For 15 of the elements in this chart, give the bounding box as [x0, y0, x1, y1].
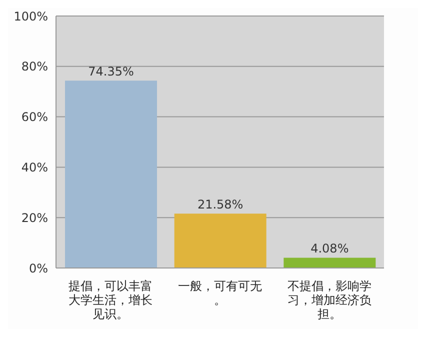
- bar: [284, 258, 376, 268]
- y-tick-label: 80%: [21, 60, 48, 74]
- y-tick-label: 20%: [21, 210, 48, 225]
- x-tick-label: 提倡，可以丰富大学生活，增长见识。: [68, 279, 153, 321]
- y-tick-label: 100%: [14, 9, 48, 24]
- data-label: 4.08%: [310, 242, 349, 256]
- bar: [174, 214, 266, 268]
- x-tick-label: 不提倡，影响学习，增加经济负担。: [287, 279, 372, 321]
- x-tick-label: 一般，可有可无。: [178, 279, 262, 307]
- data-label: 74.35%: [88, 64, 134, 79]
- y-tick-label: 40%: [21, 160, 48, 174]
- y-tick-label: 0%: [28, 261, 48, 276]
- bar: [65, 80, 157, 268]
- y-tick-label: 60%: [21, 110, 48, 124]
- data-label: 21.58%: [197, 198, 244, 212]
